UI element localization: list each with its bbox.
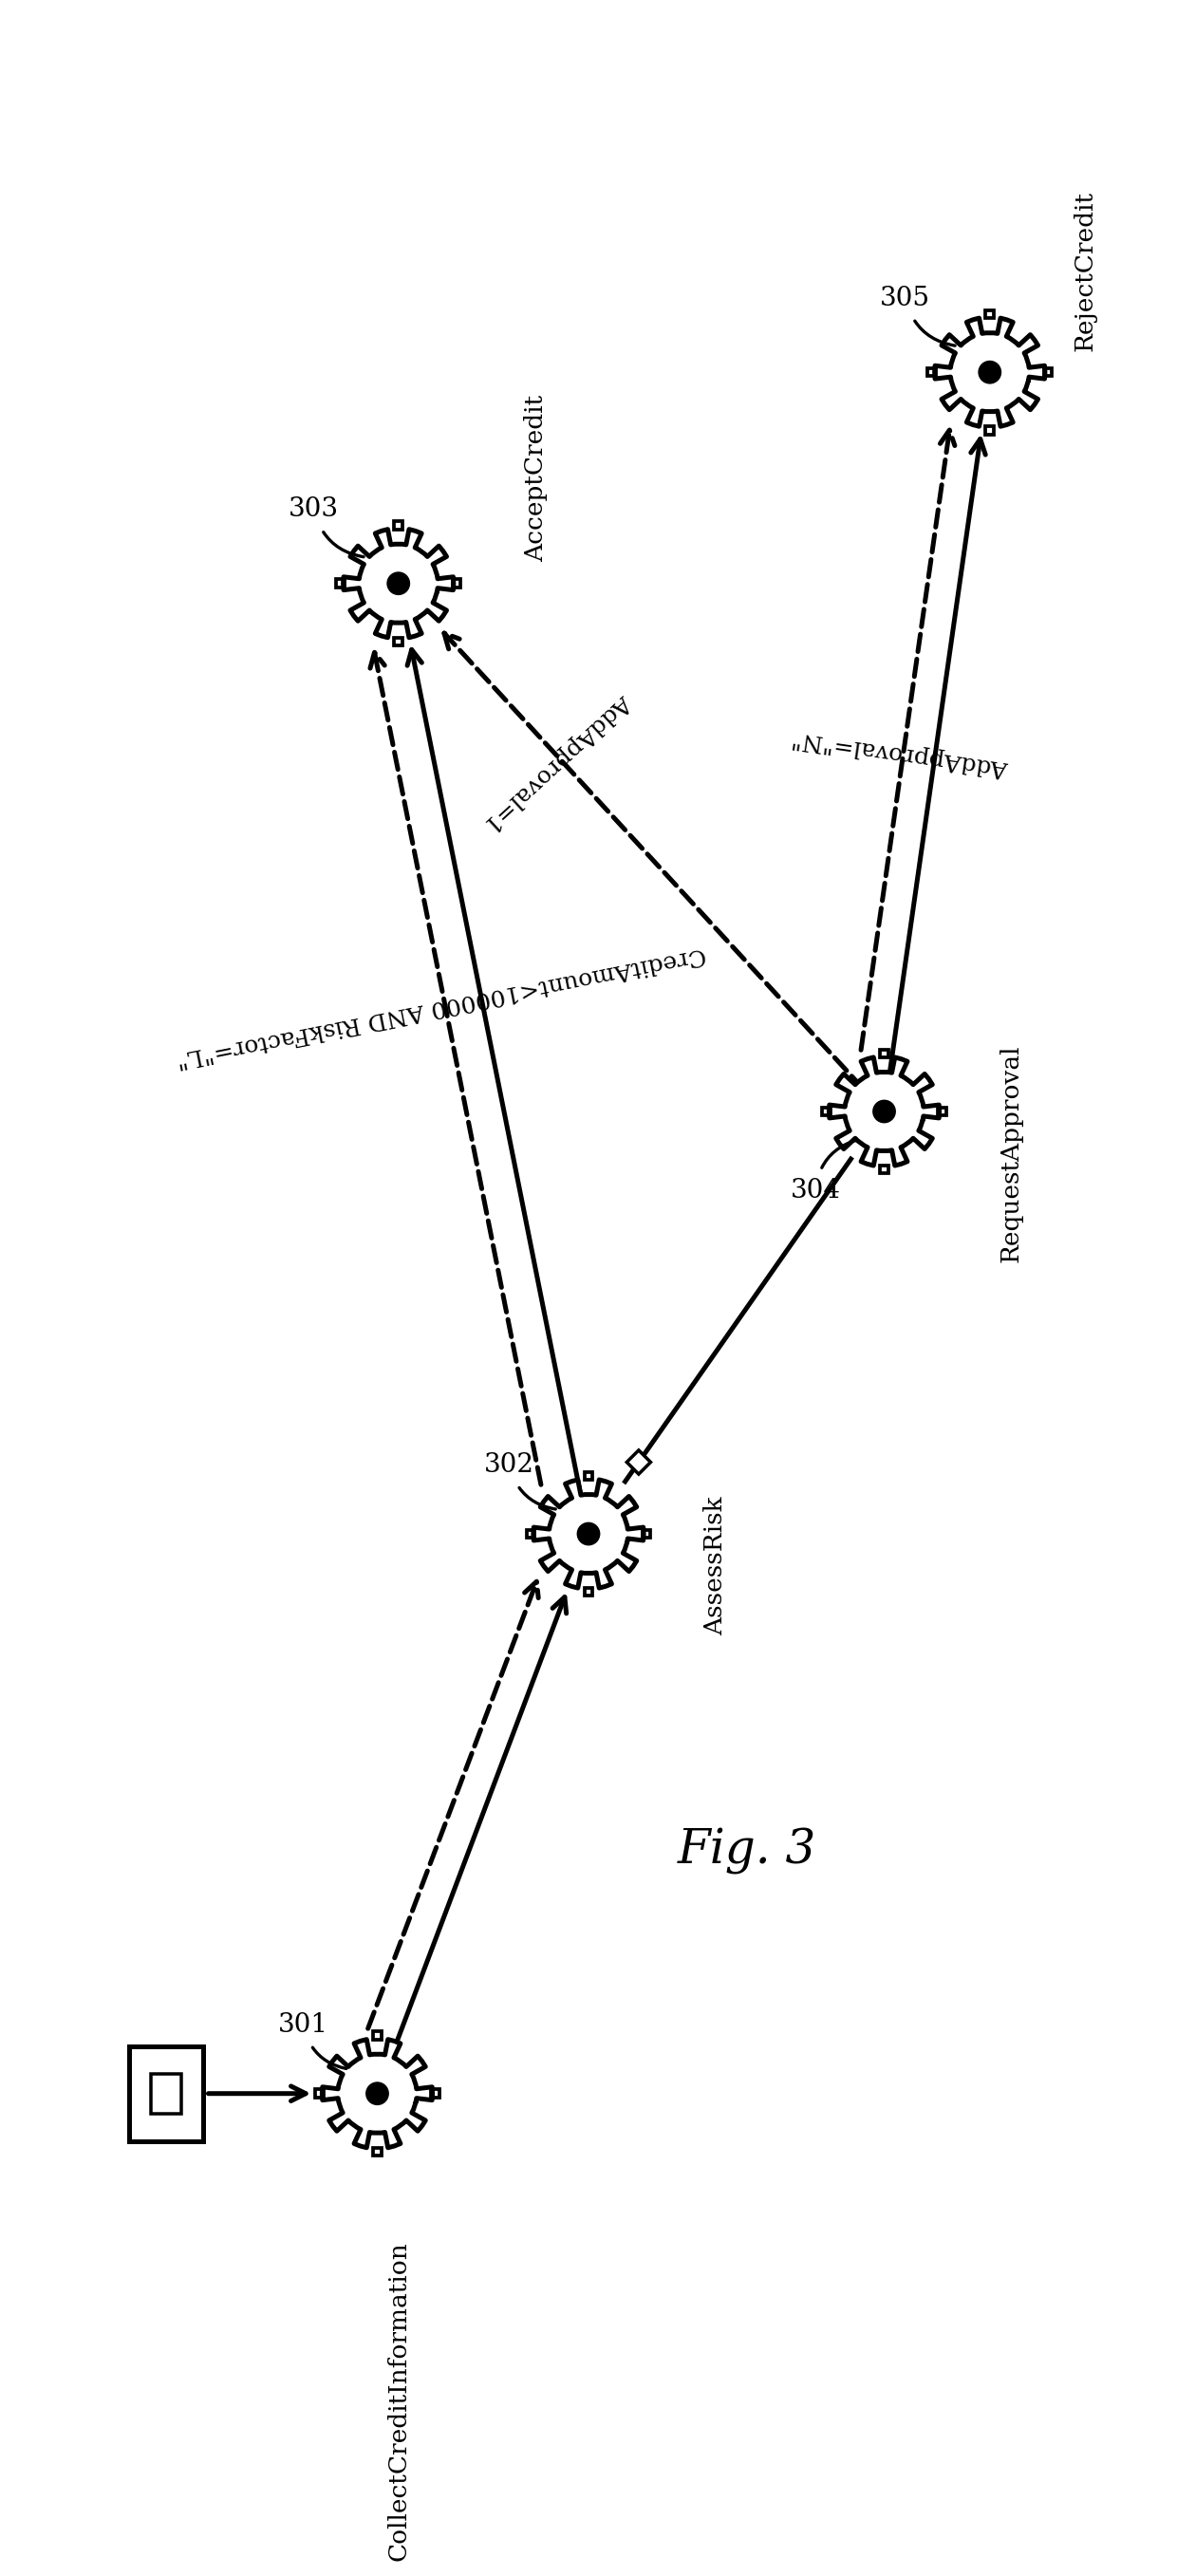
- Bar: [626, 1450, 651, 1473]
- Circle shape: [367, 2084, 387, 2105]
- Circle shape: [873, 1100, 895, 1123]
- Bar: [431, 2089, 439, 2097]
- Bar: [880, 1164, 889, 1175]
- Polygon shape: [829, 1056, 939, 1164]
- Text: RejectCredit: RejectCredit: [1073, 191, 1097, 350]
- Polygon shape: [322, 2040, 432, 2148]
- Text: CreditAmount<100000 AND RiskFactor="L": CreditAmount<100000 AND RiskFactor="L": [174, 943, 707, 1069]
- Bar: [822, 1108, 830, 1115]
- Text: 305: 305: [880, 286, 955, 345]
- Bar: [927, 368, 936, 376]
- Text: 303: 303: [288, 497, 364, 556]
- Text: AddApproval=1: AddApproval=1: [479, 690, 634, 835]
- Bar: [315, 2089, 324, 2097]
- Bar: [373, 2032, 381, 2040]
- Bar: [985, 309, 993, 319]
- Bar: [151, 2074, 181, 2112]
- Bar: [585, 1587, 592, 1597]
- Bar: [985, 425, 993, 435]
- Bar: [452, 580, 460, 587]
- Polygon shape: [533, 1479, 644, 1587]
- Text: Fig. 3: Fig. 3: [678, 1826, 817, 1875]
- Bar: [643, 1530, 651, 1538]
- Bar: [129, 2045, 204, 2141]
- Circle shape: [578, 1522, 599, 1543]
- Bar: [526, 1530, 534, 1538]
- Text: CollectCreditInformation: CollectCreditInformation: [386, 2241, 411, 2561]
- Circle shape: [388, 572, 408, 595]
- Text: RequestApproval: RequestApproval: [999, 1046, 1023, 1262]
- Text: 302: 302: [484, 1453, 556, 1510]
- Text: 301: 301: [278, 2012, 346, 2069]
- Text: AcceptCredit: AcceptCredit: [524, 394, 547, 562]
- Bar: [1044, 368, 1052, 376]
- Text: AssessRisk: AssessRisk: [704, 1497, 727, 1636]
- Bar: [337, 580, 345, 587]
- Text: 304: 304: [791, 1141, 856, 1203]
- Polygon shape: [344, 528, 453, 639]
- Text: AddApproval="N": AddApproval="N": [790, 726, 1010, 778]
- Circle shape: [979, 361, 1000, 384]
- Polygon shape: [935, 317, 1045, 428]
- Bar: [373, 2148, 381, 2156]
- Bar: [585, 1471, 592, 1479]
- Bar: [394, 520, 403, 531]
- Bar: [394, 636, 403, 647]
- Bar: [938, 1108, 946, 1115]
- Bar: [880, 1048, 889, 1059]
